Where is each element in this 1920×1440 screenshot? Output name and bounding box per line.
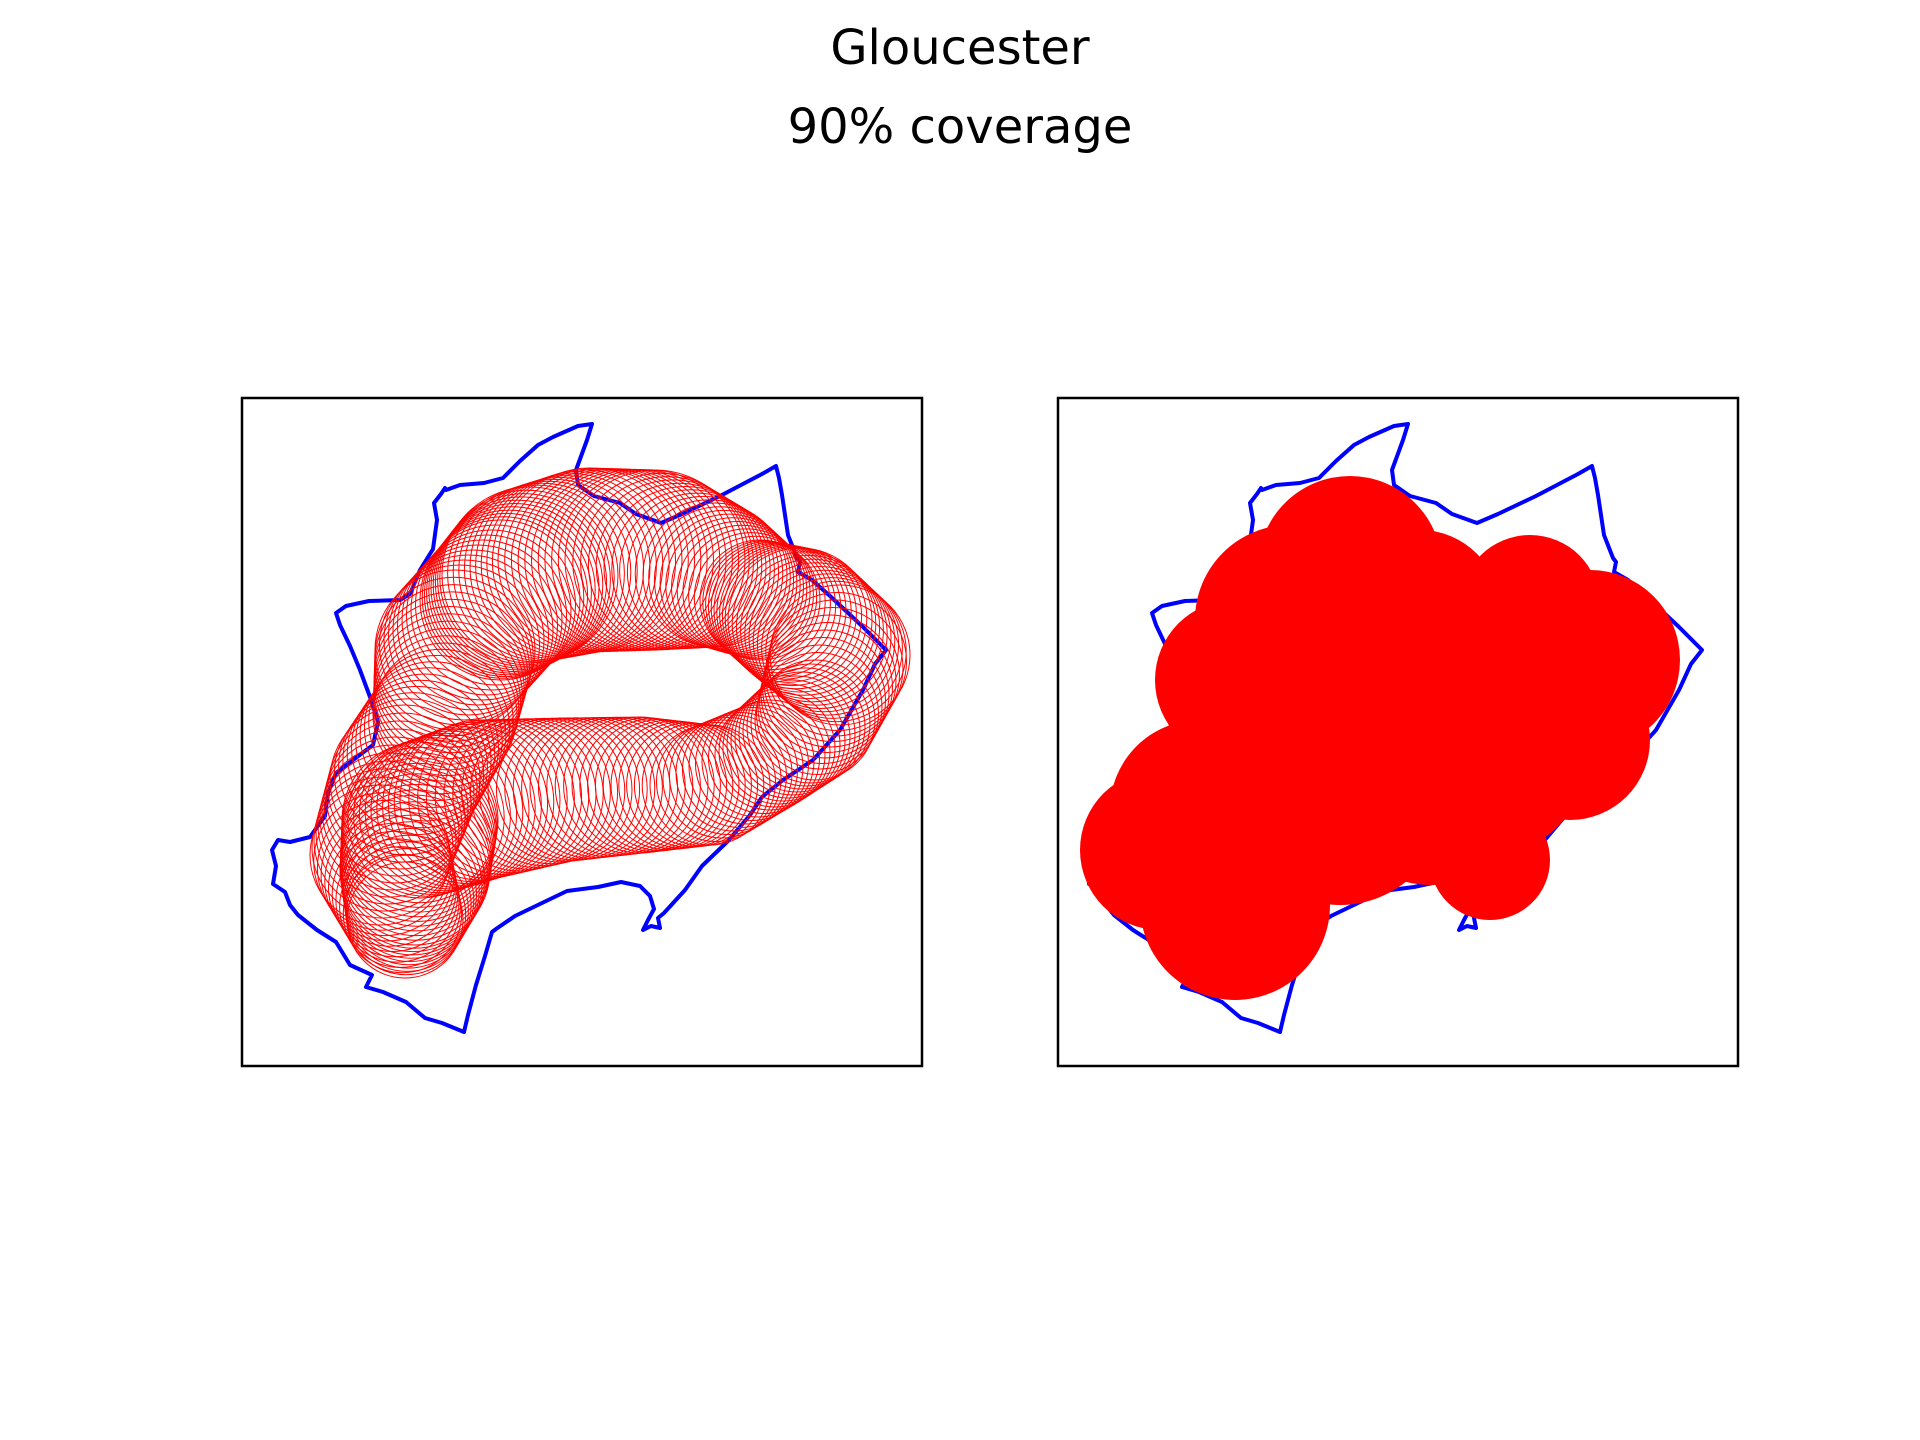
coverage-circles-outline — [309, 467, 911, 979]
coverage-ring-146 — [343, 834, 475, 966]
coverage-ring-31 — [648, 506, 791, 649]
coverage-ring-49 — [724, 546, 868, 690]
coverage-ring-176 — [355, 667, 503, 815]
coverage-ring-151 — [342, 853, 463, 974]
coverage-ring-20 — [564, 469, 746, 651]
coverage-ring-40 — [699, 539, 821, 661]
coverage-ring-76 — [730, 683, 846, 799]
coverage-ring-198 — [410, 529, 572, 691]
coverage-ring-144 — [342, 821, 480, 959]
coverage-ring-191 — [379, 564, 540, 726]
coverage-ring-30 — [642, 502, 788, 648]
coverage-ring-196 — [401, 539, 563, 701]
coverage-ring-178 — [363, 654, 511, 802]
coverage-ring-48 — [721, 545, 863, 687]
coverage-ring-208 — [437, 493, 611, 667]
coverage-ring-195 — [397, 544, 558, 706]
coverage-disc-17 — [1210, 620, 1410, 820]
coverage-ring-209 — [439, 489, 615, 666]
coverage-ring-206 — [432, 499, 604, 671]
coverage-ring-166 — [321, 736, 469, 884]
coverage-disc-18 — [1430, 800, 1550, 920]
coverage-ring-171 — [333, 698, 485, 849]
coverage-ring-192 — [383, 559, 545, 721]
coverage-ring-205 — [430, 503, 600, 672]
coverage-ring-197 — [406, 534, 567, 696]
coverage-ring-73 — [742, 671, 861, 790]
coverage-ring-84 — [688, 709, 804, 825]
coverage-ring-170 — [329, 704, 481, 856]
coverage-ring-47 — [719, 545, 857, 683]
coverage-ring-54 — [744, 562, 888, 706]
panel-outline-circles — [240, 396, 924, 1068]
coverage-ring-68 — [757, 644, 883, 770]
coverage-ring-2 — [452, 482, 632, 662]
coverage-ring-175 — [351, 673, 499, 822]
coverage-ring-46 — [716, 544, 852, 680]
coverage-ring-77 — [726, 687, 841, 802]
coverage-ring-71 — [750, 663, 871, 784]
coverage-ring-194 — [392, 549, 554, 711]
coverage-ring-38 — [688, 532, 814, 658]
coverage-ring-42 — [705, 541, 831, 667]
figure-title: Gloucester — [830, 20, 1090, 76]
coverage-ring-164 — [317, 752, 463, 898]
coverage-ring-60 — [769, 584, 911, 726]
coverage-ring-6 — [475, 475, 657, 657]
coverage-ring-23 — [587, 479, 759, 650]
coverage-ring-193 — [388, 554, 549, 716]
panel-filled-circles — [1056, 396, 1740, 1068]
coverage-ring-204 — [428, 506, 596, 674]
coverage-ring-67 — [759, 637, 886, 764]
coverage-ring-201 — [421, 516, 585, 679]
coverage-ring-55 — [748, 566, 892, 709]
coverage-ring-37 — [682, 528, 811, 657]
coverage-ring-158 — [316, 799, 454, 937]
coverage-ring-62 — [766, 599, 904, 737]
coverage-ring-174 — [346, 679, 496, 829]
coverage-ring-43 — [707, 541, 837, 671]
coverage-circles-filled — [1080, 476, 1680, 1000]
coverage-ring-167 — [323, 728, 472, 877]
coverage-ring-190 — [374, 569, 536, 731]
coverage-disc-16 — [1390, 640, 1550, 800]
coverage-ring-202 — [423, 512, 589, 678]
coverage-ring-27 — [619, 492, 775, 649]
coverage-ring-35 — [671, 521, 804, 654]
coverage-ring-58 — [761, 577, 903, 719]
coverage-ring-82 — [701, 704, 815, 818]
coverage-ring-145 — [343, 828, 477, 962]
coverage-ring-155 — [328, 823, 457, 952]
coverage-ring-61 — [768, 592, 907, 731]
coverage-ring-80 — [714, 699, 826, 811]
coverage-ring-207 — [434, 496, 608, 669]
coverage-ring-109 — [495, 717, 641, 862]
coverage-ring-72 — [746, 667, 866, 787]
coverage-ring-63 — [765, 607, 900, 742]
coverage-ring-41 — [702, 540, 826, 664]
coverage-ring-169 — [327, 712, 478, 863]
coverage-ring-25 — [603, 486, 767, 649]
coverage-ring-140 — [339, 794, 491, 946]
coverage-ring-152 — [339, 846, 461, 968]
coverage-ring-156 — [324, 815, 456, 947]
coverage-ring-26 — [611, 489, 771, 649]
coverage-ring-142 — [340, 807, 486, 953]
coverage-ring-147 — [344, 841, 472, 969]
coverage-ring-199 — [415, 524, 576, 686]
coverage-ring-28 — [626, 495, 780, 649]
coverage-ring-56 — [752, 569, 896, 713]
coverage-ring-200 — [419, 519, 581, 681]
coverage-disc-15 — [1140, 810, 1330, 1000]
coverage-ring-161 — [311, 776, 454, 919]
figure-subtitle: 90% coverage — [787, 99, 1133, 155]
coverage-ring-203 — [426, 509, 592, 676]
coverage-ring-157 — [320, 807, 455, 942]
